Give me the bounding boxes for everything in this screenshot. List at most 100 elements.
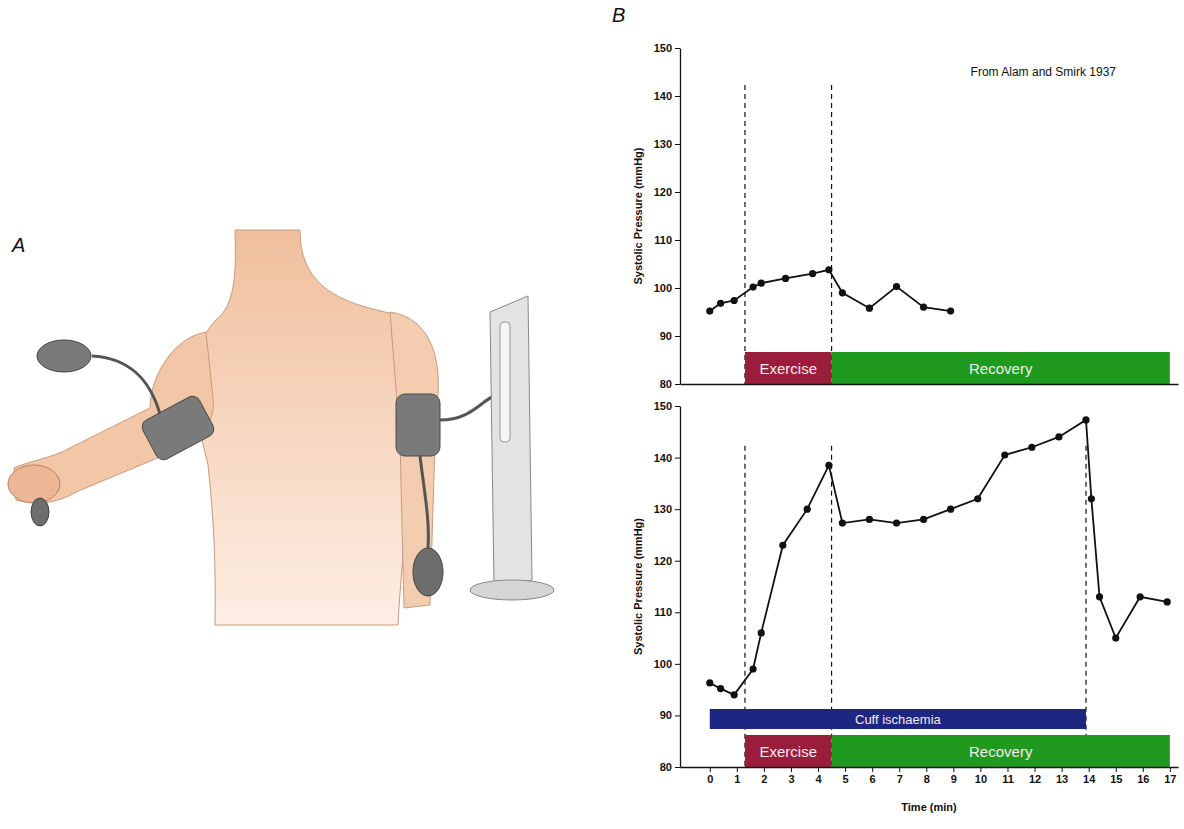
plot-area	[706, 416, 1171, 767]
data-point	[1001, 451, 1008, 458]
phase-label: Recovery	[969, 743, 1033, 760]
data-point	[809, 270, 816, 277]
x-tick: 1	[734, 767, 740, 785]
y-tick-mark	[675, 192, 680, 193]
phase-band	[832, 735, 1170, 767]
y-tick-mark	[675, 406, 680, 407]
x-tick-label: 3	[788, 773, 794, 785]
y-tick: 100	[654, 282, 680, 294]
x-tick: 4	[815, 767, 822, 785]
y-tick: 110	[654, 234, 680, 246]
data-point	[1055, 433, 1062, 440]
x-tick: 3	[788, 767, 794, 785]
illustration	[8, 230, 554, 625]
right-pump-bulb	[413, 548, 443, 596]
data-point	[825, 462, 832, 469]
x-tick-label: 4	[815, 773, 822, 785]
data-point	[839, 519, 846, 526]
data-point	[717, 685, 724, 692]
x-tick: 14	[1083, 767, 1096, 785]
data-line	[710, 270, 951, 311]
phase-band	[745, 735, 832, 767]
panel-label: A	[11, 234, 25, 256]
x-axis-title: Time (min)	[901, 801, 957, 813]
y-tick: 150	[654, 42, 680, 54]
phase-label: Cuff ischaemia	[855, 712, 942, 727]
y-tick: 130	[654, 503, 680, 515]
data-point	[866, 305, 873, 312]
y-tick-mark	[675, 96, 680, 97]
x-tick-mark	[791, 767, 792, 772]
data-point	[947, 506, 954, 513]
phase-boundary	[744, 85, 745, 384]
data-point	[706, 679, 713, 686]
y-tick: 120	[654, 186, 680, 198]
x-tick-mark	[1035, 767, 1036, 772]
data-point	[947, 307, 954, 314]
x-tick-mark	[710, 767, 711, 772]
y-tick-label: 140	[654, 452, 672, 464]
data-point	[974, 495, 981, 502]
x-tick: 11	[1002, 767, 1014, 785]
y-tick-label: 80	[660, 378, 672, 390]
data-point	[1137, 593, 1144, 600]
left-tube	[92, 356, 160, 414]
x-tick: 12	[1029, 767, 1041, 785]
data-point	[1096, 593, 1103, 600]
data-point	[1082, 416, 1089, 423]
y-tick-mark	[675, 612, 680, 613]
chart-panel: ExerciseRecovery8090100110120130140150Sy…	[632, 42, 1179, 390]
x-tick: 10	[975, 767, 987, 785]
left-cuff	[139, 394, 216, 463]
left-pump-bulb	[37, 340, 91, 372]
grip-bulb	[31, 498, 49, 526]
x-tick-label: 12	[1029, 773, 1041, 785]
x-tick-label: 6	[870, 773, 876, 785]
plot-area	[706, 85, 1170, 384]
x-tick: 16	[1137, 767, 1149, 785]
data-point	[731, 691, 738, 698]
x-axis-line	[681, 767, 1179, 768]
x-tick-mark	[1170, 767, 1171, 772]
y-tick-label: 110	[654, 606, 672, 618]
data-point	[1088, 495, 1095, 502]
y-tick-label: 140	[654, 90, 672, 102]
y-tick-mark	[675, 240, 680, 241]
y-axis: 8090100110120130140150	[654, 400, 681, 773]
data-point	[804, 506, 811, 513]
y-tick-label: 120	[654, 186, 672, 198]
y-axis-title: Systolic Pressure (mmHg)	[632, 147, 644, 284]
figure: ABExerciseRecovery8090100110120130140150…	[0, 0, 1184, 829]
y-tick-label: 80	[660, 761, 672, 773]
x-tick-mark	[953, 767, 954, 772]
gauge-scale	[500, 322, 510, 442]
y-tick-label: 150	[654, 42, 672, 54]
y-tick: 120	[654, 555, 680, 567]
x-tick-label: 17	[1164, 773, 1176, 785]
phase-label: Exercise	[759, 743, 817, 760]
data-point	[1028, 444, 1035, 451]
y-tick-label: 130	[654, 503, 672, 515]
data-point	[731, 297, 738, 304]
right-tube	[420, 456, 428, 548]
x-tick-label: 11	[1002, 773, 1014, 785]
x-tick-mark	[845, 767, 846, 772]
gauge-base	[470, 580, 554, 600]
y-tick: 140	[654, 90, 680, 102]
y-axis-line	[680, 407, 681, 768]
data-point	[1112, 634, 1119, 641]
x-tick: 17	[1164, 767, 1176, 785]
x-tick-mark	[1116, 767, 1117, 772]
x-tick: 8	[924, 767, 930, 785]
data-point	[749, 665, 756, 672]
data-point	[779, 542, 786, 549]
y-tick: 110	[654, 606, 680, 618]
right-cuff	[396, 394, 440, 456]
y-tick-label: 130	[654, 138, 672, 150]
data-point	[1164, 598, 1171, 605]
data-point	[706, 307, 713, 314]
chart-panel: ExerciseRecoveryCuff ischaemia8090100110…	[632, 400, 1179, 813]
data-point	[717, 300, 724, 307]
panel-label: B	[612, 4, 625, 26]
x-tick-mark	[872, 767, 873, 772]
